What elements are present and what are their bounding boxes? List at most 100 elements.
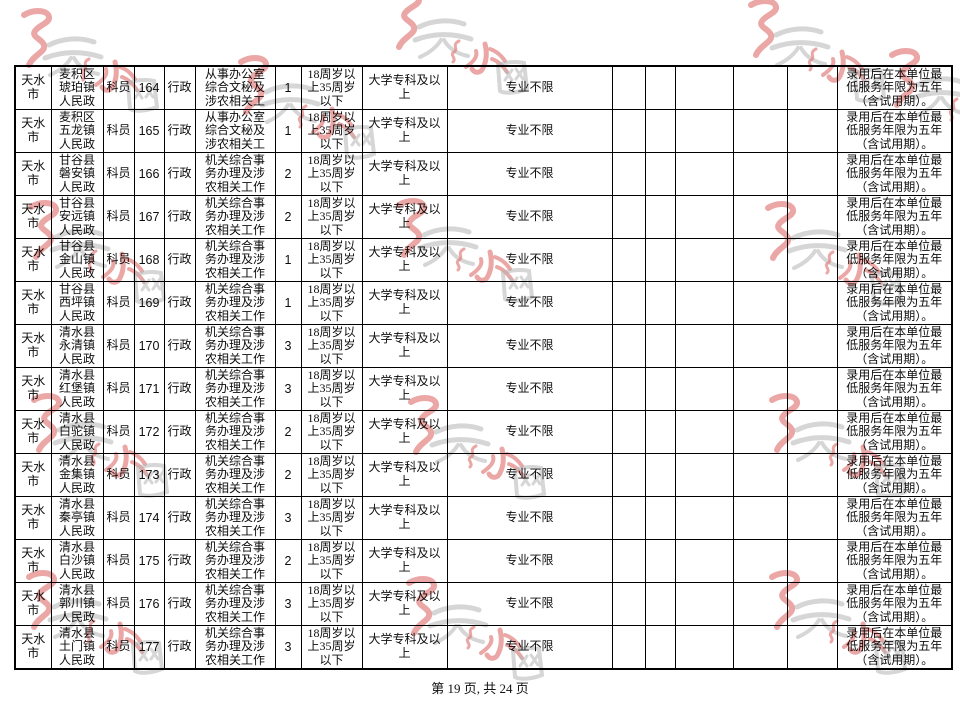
cell-category: 行政 [163, 453, 196, 497]
cell-education: 大学专科及以 上 [361, 238, 448, 282]
position-table-body: 天水 市麦积区 琥珀镇 人民政 科员 164 行政 从事办公室 综合文秘及 涉农相关工 1… [14, 65, 953, 670]
cell-unit: 麦积区 琥珀镇 人民政 [50, 65, 104, 110]
cell-unit: 甘谷县 西坪镇 人民政 [50, 281, 104, 325]
cell-extra2 [644, 496, 676, 540]
cell-extra3 [674, 65, 734, 110]
cell-extra5 [786, 496, 838, 540]
cell-code: 164 [133, 65, 165, 110]
cell-extra2 [644, 152, 676, 196]
cell-major: 专业不限 [446, 625, 613, 670]
cell-rank: 科员 [102, 625, 135, 670]
cell-extra3 [674, 281, 734, 325]
cell-extra1 [611, 152, 646, 196]
cell-extra3 [674, 238, 734, 282]
cell-extra3 [674, 496, 734, 540]
cell-city: 天水 市 [14, 410, 52, 454]
cell-extra4 [732, 109, 788, 153]
table-row: 天水 市甘谷县 金山镇 人民政 科员 168 行政 机关综合事 务办理及涉 农相关工作 1… [14, 238, 953, 282]
cell-category: 行政 [163, 65, 196, 110]
cell-extra3 [674, 539, 734, 583]
cell-age: 18周岁以 上35周岁 以下 [300, 410, 363, 454]
cell-education: 大学专科及以 上 [361, 539, 448, 583]
cell-city: 天水 市 [14, 539, 52, 583]
cell-extra5 [786, 410, 838, 454]
cell-city: 天水 市 [14, 582, 52, 626]
cell-category: 行政 [163, 367, 196, 411]
cell-rank: 科员 [102, 367, 135, 411]
cell-extra5 [786, 582, 838, 626]
cell-extra2 [644, 65, 676, 110]
cell-city: 天水 市 [14, 367, 52, 411]
cell-duty: 机关综合事 务办理及涉 农相关工作 [194, 625, 276, 670]
table-row: 天水 市清水县 白沙镇 人民政 科员 175 行政 机关综合事 务办理及涉 农相关工作 2… [14, 539, 953, 583]
cell-age: 18周岁以 上35周岁 以下 [300, 367, 363, 411]
cell-extra2 [644, 367, 676, 411]
cell-extra1 [611, 324, 646, 368]
cell-major: 专业不限 [446, 582, 613, 626]
cell-duty: 机关综合事 务办理及涉 农相关工作 [194, 195, 276, 239]
cell-extra1 [611, 410, 646, 454]
cell-rank: 科员 [102, 496, 135, 540]
cell-duty: 机关综合事 务办理及涉 农相关工作 [194, 410, 276, 454]
cell-unit: 清水县 秦亭镇 人民政 [50, 496, 104, 540]
cell-count: 3 [274, 625, 302, 670]
cell-rank: 科员 [102, 109, 135, 153]
cell-code: 176 [133, 582, 165, 626]
cell-category: 行政 [163, 109, 196, 153]
cell-count: 2 [274, 152, 302, 196]
cell-extra2 [644, 539, 676, 583]
cell-age: 18周岁以 上35周岁 以下 [300, 625, 363, 670]
table-row: 天水 市甘谷县 磐安镇 人民政 科员 166 行政 机关综合事 务办理及涉 农相关工作 2… [14, 152, 953, 196]
cell-code: 175 [133, 539, 165, 583]
cell-extra5 [786, 367, 838, 411]
cell-education: 大学专科及以 上 [361, 65, 448, 110]
cell-extra1 [611, 65, 646, 110]
cell-city: 天水 市 [14, 195, 52, 239]
cell-extra3 [674, 152, 734, 196]
cell-category: 行政 [163, 195, 196, 239]
table-row: 天水 市清水县 金集镇 人民政 科员 173 行政 机关综合事 务办理及涉 农相关工作 2… [14, 453, 953, 497]
cell-extra5 [786, 539, 838, 583]
cell-extra4 [732, 539, 788, 583]
cell-major: 专业不限 [446, 539, 613, 583]
cell-duty: 机关综合事 务办理及涉 农相关工作 [194, 324, 276, 368]
cell-education: 大学专科及以 上 [361, 109, 448, 153]
cell-city: 天水 市 [14, 625, 52, 670]
cell-rank: 科员 [102, 65, 135, 110]
cell-extra5 [786, 281, 838, 325]
cell-code: 170 [133, 324, 165, 368]
cell-remark: 录用后在本单位最 低服务年限为五年 （含试用期）。 [836, 453, 953, 497]
cell-extra5 [786, 65, 838, 110]
cell-extra4 [732, 410, 788, 454]
cell-education: 大学专科及以 上 [361, 410, 448, 454]
cell-remark: 录用后在本单位最 低服务年限为五年 （含试用期）。 [836, 367, 953, 411]
cell-extra5 [786, 453, 838, 497]
table-row: 天水 市麦积区 五龙镇 人民政 科员 165 行政 从事办公室 综合文秘及 涉农相关工 1… [14, 109, 953, 153]
cell-category: 行政 [163, 324, 196, 368]
cell-age: 18周岁以 上35周岁 以下 [300, 324, 363, 368]
cell-age: 18周岁以 上35周岁 以下 [300, 65, 363, 110]
cell-extra4 [732, 367, 788, 411]
cell-rank: 科员 [102, 195, 135, 239]
cell-education: 大学专科及以 上 [361, 496, 448, 540]
cell-major: 专业不限 [446, 65, 613, 110]
cell-duty: 机关综合事 务办理及涉 农相关工作 [194, 367, 276, 411]
cell-major: 专业不限 [446, 152, 613, 196]
cell-count: 1 [274, 281, 302, 325]
cell-extra5 [786, 195, 838, 239]
cell-remark: 录用后在本单位最 低服务年限为五年 （含试用期）。 [836, 324, 953, 368]
cell-count: 3 [274, 367, 302, 411]
cell-major: 专业不限 [446, 324, 613, 368]
cell-code: 165 [133, 109, 165, 153]
cell-age: 18周岁以 上35周岁 以下 [300, 496, 363, 540]
table-row: 天水 市甘谷县 西坪镇 人民政 科员 169 行政 机关综合事 务办理及涉 农相关工作 1… [14, 281, 953, 325]
cell-age: 18周岁以 上35周岁 以下 [300, 582, 363, 626]
cell-extra4 [732, 582, 788, 626]
cell-count: 1 [274, 238, 302, 282]
cell-education: 大学专科及以 上 [361, 453, 448, 497]
cell-count: 1 [274, 109, 302, 153]
cell-category: 行政 [163, 582, 196, 626]
cell-extra5 [786, 238, 838, 282]
cell-unit: 清水县 白驼镇 人民政 [50, 410, 104, 454]
cell-code: 168 [133, 238, 165, 282]
